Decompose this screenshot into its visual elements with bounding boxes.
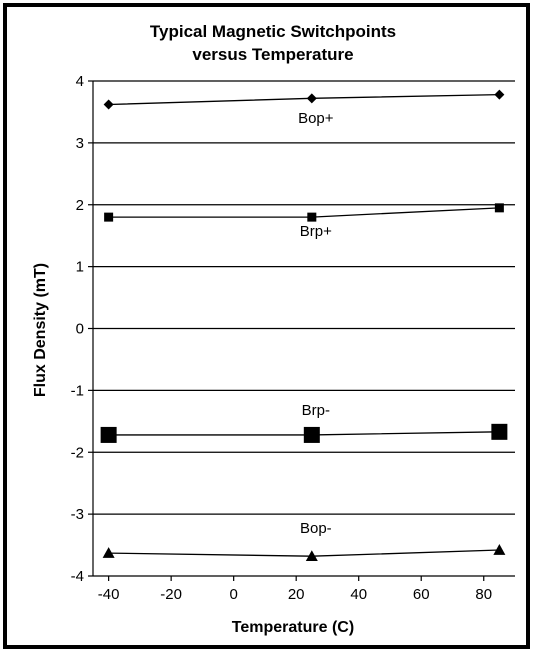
y-tick-label: 3: [76, 135, 84, 152]
y-tick-label: -2: [71, 444, 84, 461]
chart-subtitle: versus Temperature: [192, 45, 353, 64]
x-tick-label: 40: [350, 586, 367, 603]
series-line: [108, 207, 500, 218]
y-tick-label: 4: [76, 73, 84, 90]
axes: [88, 80, 515, 581]
y-tick-label: -1: [71, 382, 84, 399]
data-point-square: [100, 426, 117, 443]
data-point-triangle: [493, 544, 506, 555]
x-tick-label: -40: [98, 586, 120, 603]
data-point-square: [491, 423, 508, 440]
x-tick-label: 0: [229, 586, 237, 603]
chart: Typical Magnetic Switchpoints versus Tem…: [32, 22, 515, 636]
y-tick-label: -3: [71, 506, 84, 523]
y-tick-label: 0: [76, 321, 84, 338]
y-tick-label: -4: [71, 568, 84, 585]
series-layer: Bop+ Brp+ Brp- Bop-: [100, 89, 508, 561]
x-tick-label: 80: [475, 586, 492, 603]
x-axis-title: Temperature (C): [232, 619, 354, 636]
data-point-diamond: [306, 93, 317, 104]
series-label: Bop+: [298, 110, 334, 127]
chart-title: Typical Magnetic Switchpoints: [150, 22, 396, 41]
data-point-triangle: [305, 550, 318, 561]
y-tick-label: 2: [76, 197, 84, 214]
tick-labels: 4 3 2 1 0 -1 -2 -3 -4 -40 -20 0 20 40 60 80: [71, 73, 492, 603]
data-point-square: [494, 203, 504, 213]
x-tick-label: 20: [288, 586, 305, 603]
x-tick-label: 60: [413, 586, 430, 603]
series-label: Bop-: [300, 520, 332, 537]
data-point-triangle: [102, 547, 115, 558]
data-point-diamond: [103, 99, 114, 110]
data-point-square: [104, 212, 114, 222]
data-point-square: [303, 426, 320, 443]
data-point-square: [307, 212, 317, 222]
data-point-diamond: [494, 89, 505, 100]
series-label: Brp+: [300, 223, 332, 240]
x-tick-label: -20: [160, 586, 182, 603]
chart-frame: Typical Magnetic Switchpoints versus Tem…: [3, 3, 530, 649]
grid-lines: [93, 80, 515, 515]
y-axis-title: Flux Density (mT): [32, 263, 49, 397]
series-line: [108, 549, 500, 557]
y-tick-label: 1: [76, 259, 84, 276]
series-label: Brp-: [302, 402, 330, 419]
series-line: [108, 93, 500, 106]
